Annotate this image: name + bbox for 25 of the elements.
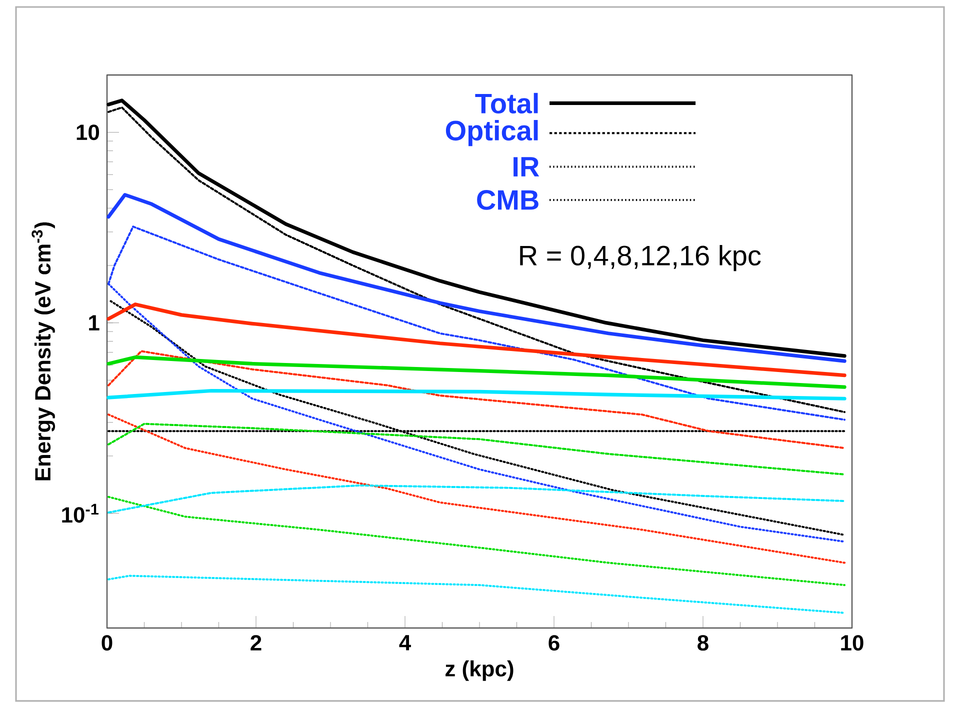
x-tick-label: 8 <box>698 635 708 651</box>
line-series <box>108 496 846 586</box>
annotation: R = 0,4,8,12,16 kpc <box>520 244 761 272</box>
y-tick-label: 10$^{-1}$ <box>62 504 98 523</box>
line-series <box>106 302 846 378</box>
line-series <box>106 355 846 389</box>
annotation: Optical <box>446 120 538 146</box>
x-tick-label: 2 <box>250 635 262 650</box>
x-tick-label: 0 <box>102 635 112 651</box>
y-axis-title: Energy Density (eV cm$^{-3}$) <box>32 222 56 480</box>
line-series <box>108 484 846 514</box>
annotation: Total <box>475 92 538 114</box>
line-series <box>106 388 846 400</box>
x-tick-label: 6 <box>548 635 560 651</box>
line-series <box>108 350 846 450</box>
annotation: IR <box>514 157 540 176</box>
x-axis-title: z (kpc) <box>446 660 514 681</box>
y-tick-label: 1 <box>89 315 100 330</box>
line-series <box>108 422 846 476</box>
annotation: CMB <box>477 190 538 210</box>
x-tick-label: 10 <box>841 635 864 651</box>
line-series <box>108 414 846 564</box>
x-tick-label: 4 <box>399 635 411 650</box>
y-tick-label: 10 <box>76 124 100 140</box>
line-series <box>108 574 846 614</box>
